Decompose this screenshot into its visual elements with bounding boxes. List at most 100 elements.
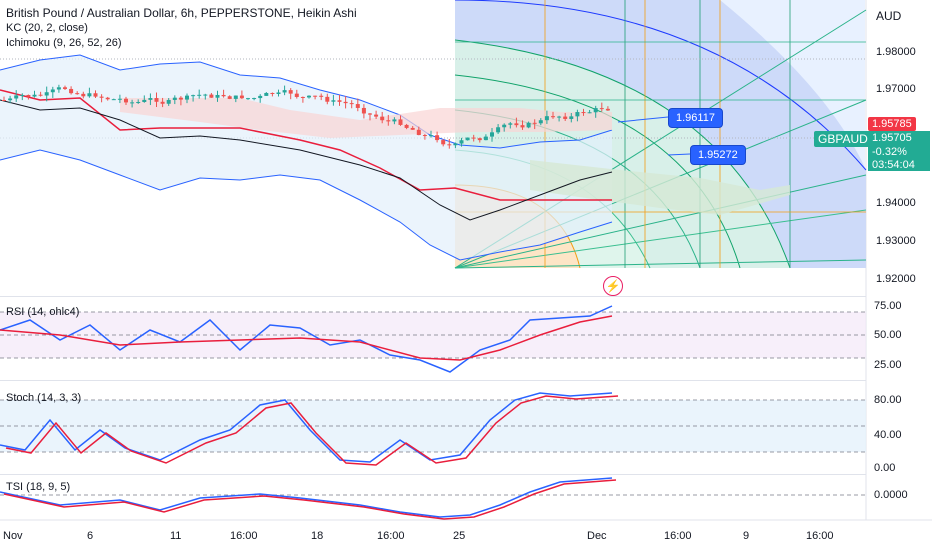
kc-upper-line — [0, 54, 613, 149]
candle-body — [514, 123, 519, 126]
candle-body — [575, 112, 580, 117]
pane-separator-rsi[interactable] — [0, 296, 866, 297]
time-tick-7: Dec — [587, 530, 607, 542]
candle-body — [496, 127, 501, 133]
tsi-label[interactable]: TSI (18, 9, 5) — [6, 481, 71, 493]
candle-body — [441, 140, 446, 145]
candle-body — [563, 116, 568, 119]
candle-body — [392, 119, 397, 122]
candle-body — [56, 87, 61, 90]
candle-body — [148, 98, 153, 100]
currency-label[interactable]: AUD — [876, 9, 902, 23]
candle-body — [325, 96, 330, 102]
candle-body — [246, 98, 250, 100]
candle-body — [300, 96, 305, 98]
price-tick-5: 1.93000 — [876, 235, 916, 247]
fan-arc-2 — [454, 74, 741, 269]
price-tick-1: 1.97000 — [876, 83, 916, 95]
price-callout-upper[interactable]: 1.96117 — [668, 108, 723, 128]
ichimoku-cloud-bear — [120, 98, 612, 138]
price-callout-lower[interactable]: 1.95272 — [690, 145, 746, 165]
kc-lower-line — [0, 149, 613, 261]
rsi-label[interactable]: RSI (14, ohlc4) — [6, 306, 80, 318]
candle-body — [130, 102, 135, 104]
tsi-line — [0, 477, 613, 518]
candle-body — [32, 94, 37, 97]
candle-body — [471, 137, 476, 139]
last-price-badge: 1.95705 -0.32% 03:54:04 — [868, 131, 930, 171]
chart-title: British Pound / Australian Dollar, 6h, P… — [6, 6, 357, 20]
symbol-badge[interactable]: GBPAUD — [814, 131, 872, 147]
time-tick-2: 11 — [170, 530, 182, 542]
lightning-bolt-icon[interactable]: ⚡ — [603, 276, 623, 296]
stoch-tick-0: 0.00 — [874, 462, 896, 474]
price-tick-0: 1.98000 — [876, 46, 916, 58]
candle-body — [282, 90, 287, 93]
candle-body — [136, 101, 141, 103]
time-tick-9: 9 — [743, 530, 750, 542]
rsi-line — [0, 305, 613, 373]
candle-body — [8, 98, 13, 101]
time-tick-3: 16:00 — [230, 530, 258, 542]
rsi-tick-25: 25.00 — [874, 359, 902, 371]
candle-body — [75, 93, 80, 95]
candle-body — [447, 144, 452, 146]
rsi-tick-75: 75.00 — [874, 300, 902, 312]
price-tick-4: 1.94000 — [876, 197, 916, 209]
fan-line-4 — [454, 259, 867, 269]
candle-body — [544, 116, 549, 121]
bar-countdown: 03:54:04 — [872, 159, 915, 171]
stoch-tick-80: 80.00 — [874, 394, 902, 406]
stoch-label[interactable]: Stoch (14, 3, 3) — [6, 392, 82, 404]
candle-body — [38, 94, 43, 96]
fan-arc-0 — [454, 0, 867, 171]
candle-body — [599, 108, 604, 110]
candle-body — [349, 103, 354, 105]
candle-body — [185, 95, 189, 100]
candle-body — [239, 95, 244, 99]
candle-body — [215, 94, 220, 98]
candle-body — [538, 120, 543, 124]
candle-body — [93, 93, 98, 97]
stoch-k-line — [0, 392, 613, 463]
candle-body — [166, 99, 171, 104]
candle-body — [435, 135, 440, 141]
candle-body — [490, 132, 494, 137]
candle-body — [154, 98, 159, 102]
candle-body — [532, 122, 537, 124]
candle-body — [368, 113, 372, 115]
candle-body — [319, 95, 324, 97]
candle-body — [63, 87, 67, 89]
ichimoku-indicator-label[interactable]: Ichimoku (9, 26, 52, 26) — [6, 37, 122, 49]
candle-body — [551, 116, 555, 118]
ichimoku-kijun-line — [0, 89, 612, 201]
kc-indicator-label[interactable]: KC (20, 2, close) — [6, 22, 88, 34]
candle-body — [398, 119, 403, 125]
candle-body — [111, 99, 116, 101]
candle-body — [569, 116, 574, 119]
pane-separator-stoch[interactable] — [0, 380, 866, 381]
candle-body — [429, 135, 433, 137]
candle-body — [99, 96, 104, 98]
fan-line-2 — [454, 174, 867, 269]
time-tick-4: 18 — [311, 530, 324, 542]
pane-separator-tsi[interactable] — [0, 474, 866, 475]
time-tick-6: 25 — [453, 530, 466, 542]
callout-connector-upper — [617, 116, 669, 123]
candle-body — [69, 88, 74, 94]
candle-body — [26, 94, 31, 97]
fan-line-3 — [454, 209, 867, 269]
candle-body — [477, 138, 482, 141]
callout-connector-lower — [667, 153, 691, 156]
candle-body — [502, 124, 507, 128]
candle-body — [87, 93, 92, 97]
candle-body — [172, 97, 177, 100]
candle-body — [14, 95, 19, 99]
candle-body — [331, 100, 336, 102]
candle-body — [337, 100, 342, 102]
candle-body — [465, 137, 470, 141]
candle-body — [593, 108, 598, 113]
candle-body — [270, 92, 275, 94]
candle-body — [410, 127, 415, 130]
